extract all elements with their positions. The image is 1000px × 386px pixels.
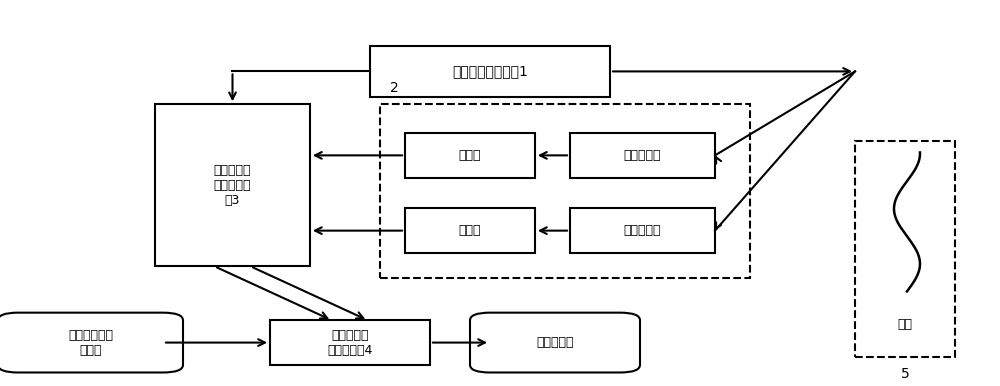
- FancyBboxPatch shape: [155, 104, 310, 266]
- Text: 脉冲激光发射单元1: 脉冲激光发射单元1: [452, 64, 528, 78]
- FancyBboxPatch shape: [855, 141, 955, 357]
- Text: 系统仪器响应
函数组: 系统仪器响应 函数组: [68, 328, 113, 357]
- Text: 距离估计值: 距离估计值: [536, 336, 574, 349]
- FancyBboxPatch shape: [470, 313, 640, 372]
- Text: 光接收组件: 光接收组件: [624, 224, 661, 237]
- FancyBboxPatch shape: [405, 208, 535, 253]
- Text: 5: 5: [901, 367, 909, 381]
- FancyBboxPatch shape: [270, 320, 430, 365]
- Text: 双通道时间
间隔测量单
元3: 双通道时间 间隔测量单 元3: [214, 164, 251, 207]
- FancyBboxPatch shape: [570, 208, 715, 253]
- Text: 探测器: 探测器: [459, 149, 481, 162]
- Text: 2: 2: [390, 81, 399, 95]
- FancyBboxPatch shape: [370, 46, 610, 96]
- Text: 二维互相关
距离估计器4: 二维互相关 距离估计器4: [327, 328, 373, 357]
- Text: 目标: 目标: [898, 318, 912, 331]
- FancyBboxPatch shape: [0, 313, 183, 372]
- FancyBboxPatch shape: [570, 133, 715, 178]
- Text: 光接收组件: 光接收组件: [624, 149, 661, 162]
- Text: 探测器: 探测器: [459, 224, 481, 237]
- FancyBboxPatch shape: [405, 133, 535, 178]
